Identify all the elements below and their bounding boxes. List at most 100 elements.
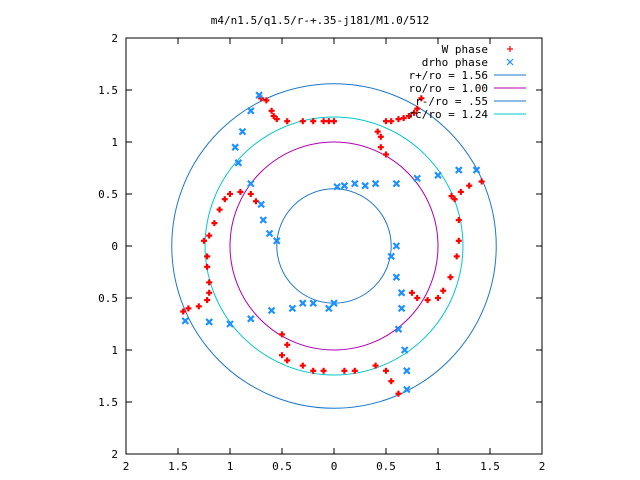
point-1-7 bbox=[400, 115, 407, 122]
point-2-38 bbox=[340, 181, 349, 190]
point-1-54 bbox=[440, 287, 447, 294]
point-1-8 bbox=[411, 109, 418, 116]
data-series bbox=[180, 91, 485, 397]
legend-marker-2-d2 bbox=[506, 58, 514, 66]
point-2-36 bbox=[361, 181, 369, 190]
point-1-29 bbox=[204, 253, 211, 260]
point-2-9-d2 bbox=[265, 229, 274, 238]
point-1-13 bbox=[299, 118, 306, 125]
reference-circles bbox=[171, 83, 497, 409]
point-2-24 bbox=[394, 325, 403, 333]
point-1-66 bbox=[377, 133, 384, 140]
chart-title: m4/n1.5/q1.5/r-+.35-j181/M1.0/512 bbox=[211, 14, 430, 27]
point-1-63 bbox=[478, 178, 485, 185]
point-2-2-d2 bbox=[247, 107, 255, 115]
point-2-1-d2 bbox=[255, 91, 263, 99]
point-2-33 bbox=[413, 174, 421, 183]
y-tick-label-2: 1.5 bbox=[98, 84, 118, 97]
point-2-15 bbox=[267, 306, 276, 315]
point-2-18-d2 bbox=[309, 299, 317, 307]
point-2-8 bbox=[259, 216, 268, 224]
point-2-34 bbox=[392, 179, 401, 188]
point-1-33 bbox=[204, 297, 211, 304]
legend-label-2: drho phase bbox=[422, 56, 488, 69]
y-tick-label-6: 0.5 bbox=[98, 292, 118, 305]
axis-ticks: 2 1.5 1 0.5 0 0.5 1 1.5 221.510.500.511.52 bbox=[98, 32, 545, 473]
point-1-31 bbox=[206, 279, 213, 286]
point-1-1 bbox=[383, 118, 389, 125]
point-1-55 bbox=[447, 274, 454, 281]
point-1-41 bbox=[299, 362, 306, 369]
point-1-14 bbox=[284, 118, 291, 125]
legend-label-5: r-/ro = .55 bbox=[415, 95, 488, 108]
point-2-39 bbox=[333, 182, 341, 191]
point-1-51 bbox=[414, 295, 421, 301]
point-1-44 bbox=[341, 367, 348, 374]
point-2-10-d2 bbox=[273, 237, 281, 245]
point-1-21 bbox=[247, 191, 254, 197]
point-2-3-d2 bbox=[238, 127, 247, 136]
point-2-19 bbox=[325, 304, 333, 313]
point-2-4-d2 bbox=[231, 143, 239, 151]
point-2-33-d2 bbox=[413, 174, 421, 183]
point-2-12-d2 bbox=[205, 318, 213, 326]
point-1-60 bbox=[448, 193, 455, 200]
point-2-11 bbox=[181, 317, 190, 325]
point-1-24 bbox=[221, 196, 228, 203]
point-1-23 bbox=[227, 191, 233, 197]
point-1-48 bbox=[388, 378, 395, 385]
point-2-5-d2 bbox=[234, 159, 243, 167]
point-1-20 bbox=[253, 198, 259, 205]
point-1-46 bbox=[372, 362, 379, 369]
point-1-65 bbox=[377, 144, 384, 151]
x-tick-label-8: 1.5 bbox=[480, 460, 500, 473]
point-1-64 bbox=[383, 151, 389, 158]
point-2-34-d2 bbox=[392, 179, 401, 188]
series-drho-phase bbox=[181, 91, 481, 394]
point-1-15 bbox=[273, 116, 280, 123]
point-1-49 bbox=[395, 390, 402, 397]
point-2-25-d2 bbox=[397, 304, 406, 313]
point-1-4 bbox=[414, 105, 421, 112]
point-2-35-d2 bbox=[371, 179, 380, 188]
point-2-28 bbox=[387, 252, 395, 261]
point-2-37-d2 bbox=[351, 179, 359, 188]
point-2-16 bbox=[288, 304, 297, 313]
point-1-5 bbox=[418, 95, 425, 102]
point-2-25 bbox=[397, 304, 406, 313]
y-tick-label-8: 1.5 bbox=[98, 396, 118, 409]
point-1-10 bbox=[325, 118, 332, 125]
point-2-7 bbox=[257, 200, 265, 209]
series-w-phase bbox=[180, 95, 485, 397]
point-2-32 bbox=[434, 171, 442, 180]
x-tick-label-5: 0 bbox=[331, 460, 338, 473]
point-2-10 bbox=[273, 237, 281, 245]
point-2-24-d2 bbox=[394, 325, 403, 333]
point-1-35 bbox=[185, 305, 192, 312]
point-1-42 bbox=[310, 367, 317, 374]
point-1-19 bbox=[270, 113, 277, 119]
point-2-14-d2 bbox=[247, 315, 255, 323]
legend-marker-1 bbox=[507, 46, 513, 52]
point-2-30 bbox=[472, 166, 481, 174]
legend-label-3: r+/ro = 1.56 bbox=[409, 69, 488, 82]
x-tick-label-4: 0.5 bbox=[272, 460, 292, 473]
point-2-27-d2 bbox=[392, 273, 401, 281]
point-2-23 bbox=[400, 346, 409, 354]
point-2-38-d2 bbox=[340, 181, 349, 190]
point-1-43 bbox=[320, 367, 327, 374]
point-2-26 bbox=[397, 289, 406, 297]
point-1-12 bbox=[310, 118, 317, 125]
x-tick-label-1: 2 bbox=[123, 460, 130, 473]
point-2-14 bbox=[247, 315, 255, 323]
x-tick-label-2: 1.5 bbox=[168, 460, 188, 473]
point-2-1 bbox=[255, 91, 263, 99]
x-tick-label-6: 0.5 bbox=[376, 460, 396, 473]
point-1-45 bbox=[351, 367, 358, 374]
point-2-35 bbox=[371, 179, 380, 188]
point-1-38 bbox=[284, 341, 291, 348]
point-1-59 bbox=[451, 196, 458, 203]
point-1-32 bbox=[206, 289, 213, 296]
point-1-61 bbox=[457, 188, 464, 195]
y-tick-label-1: 2 bbox=[111, 32, 118, 45]
